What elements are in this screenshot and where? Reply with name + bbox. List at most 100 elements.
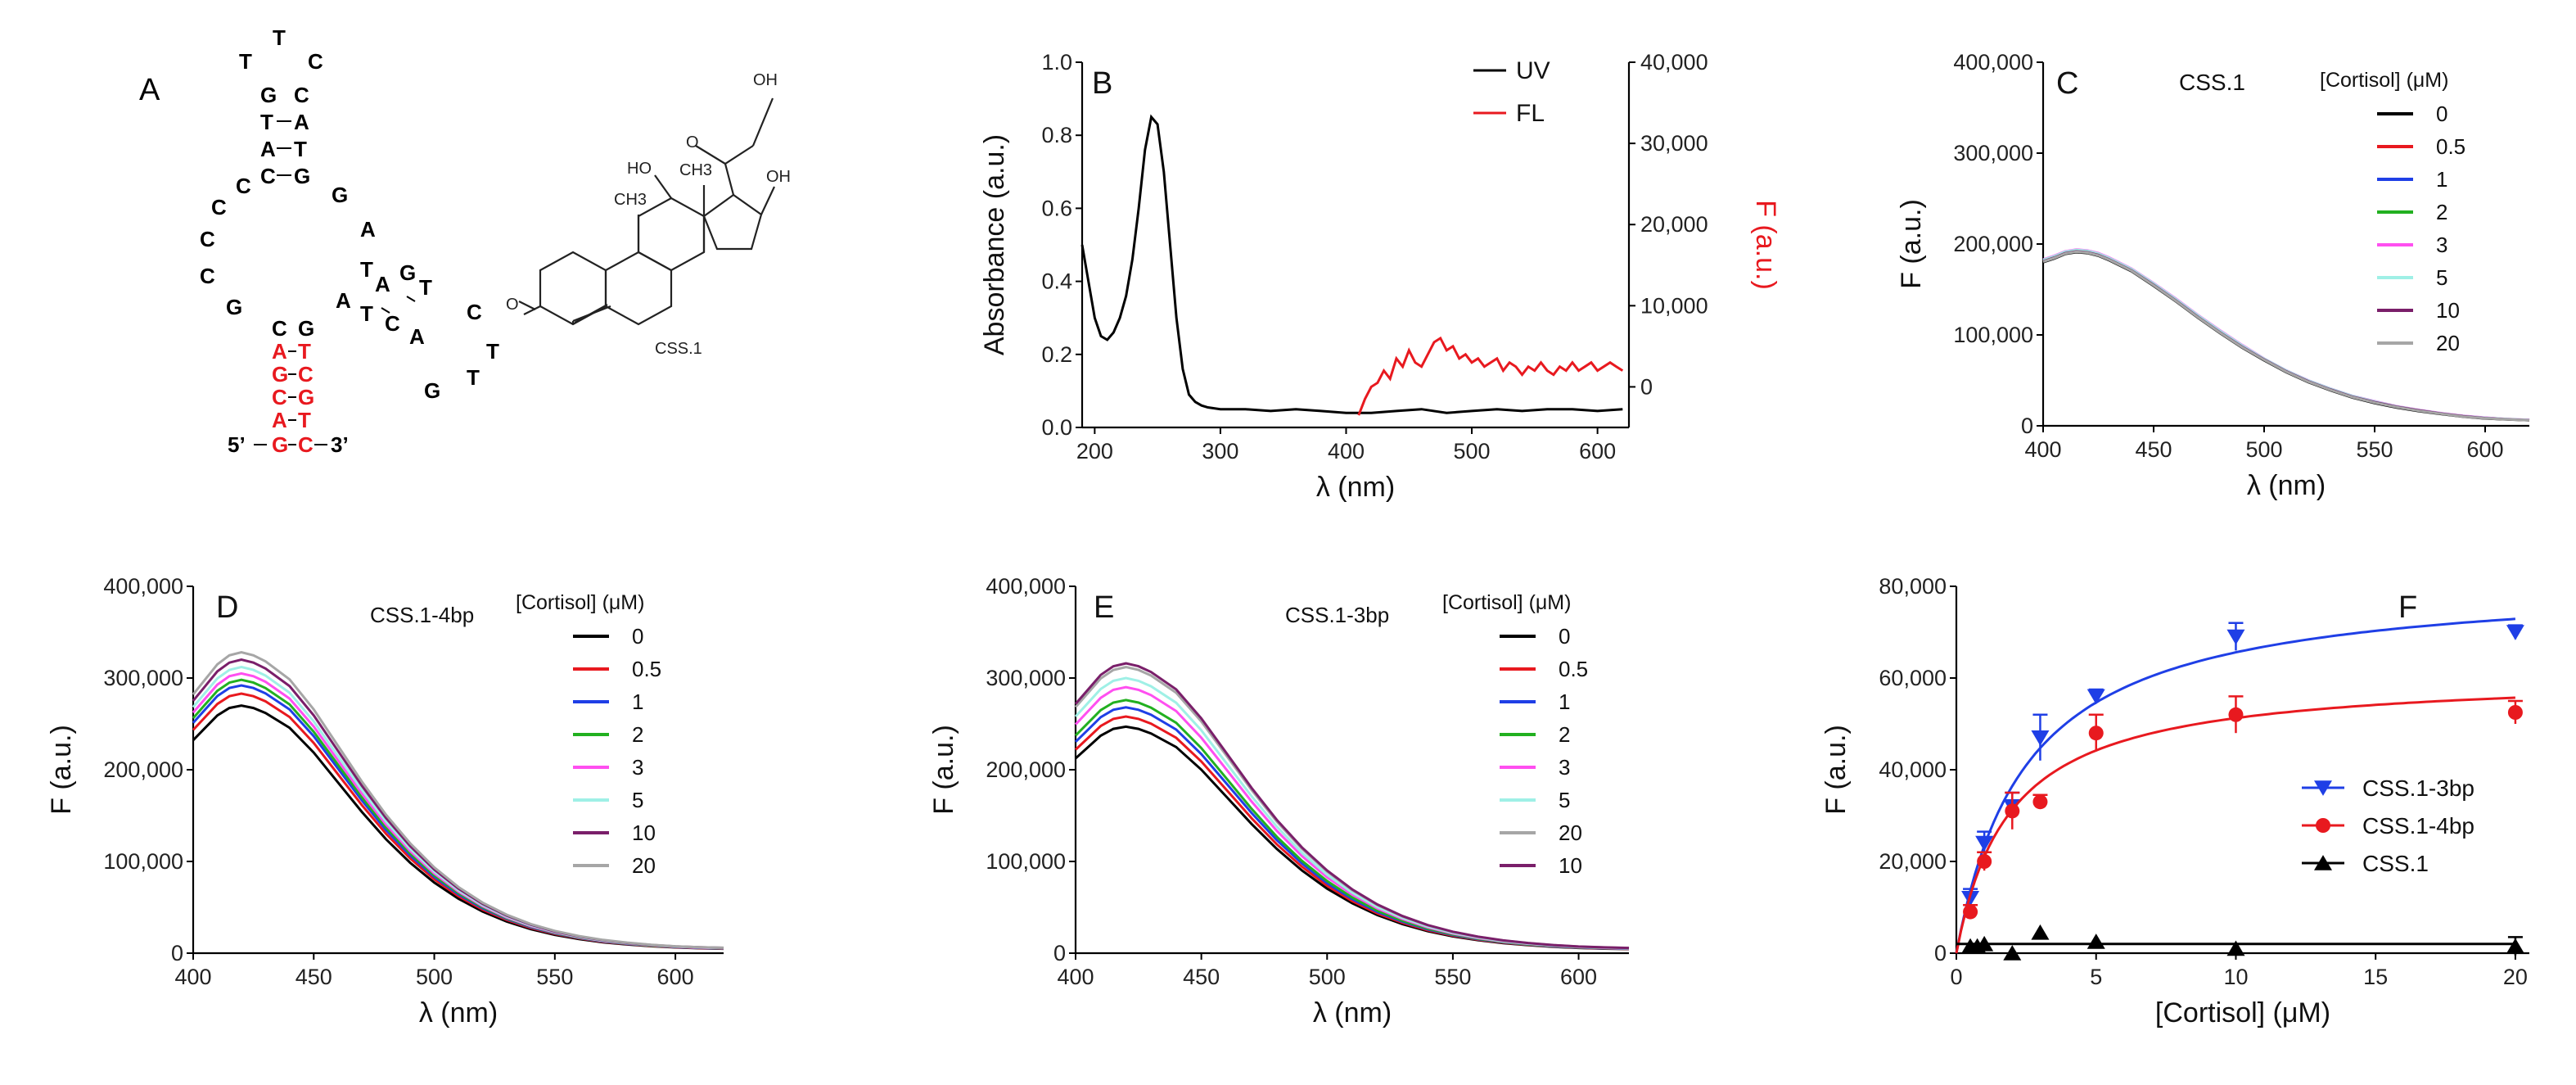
stem-base: C (272, 316, 287, 341)
y-axis-title: F (a.u.) (928, 725, 959, 815)
panel-c-chart: 400 450 500 550 600 0 100,000 200,000 300,000 400… (1896, 50, 2530, 501)
loop-base: C (308, 49, 323, 74)
legend-label: UV (1516, 57, 1550, 84)
y-tick-label: 300,000 (103, 666, 183, 690)
legend-label: 5 (632, 788, 643, 812)
y-tick-label: 0.0 (1041, 415, 1072, 440)
y-tick-label: 0.8 (1041, 123, 1072, 147)
data-point (2087, 934, 2105, 949)
stem-base-red: G (272, 432, 288, 457)
legend-label: 10 (2436, 298, 2460, 323)
legend-label: CSS.1 (2362, 851, 2429, 876)
x-tick-label: 550 (2356, 437, 2393, 462)
loop-base: A (360, 217, 376, 242)
legend-label: 20 (1559, 821, 1582, 845)
y-tick-label: 100,000 (103, 849, 183, 874)
fit-curve (1955, 617, 2516, 954)
legend-label: 0.5 (2436, 134, 2465, 159)
data-point (2003, 945, 2022, 961)
legend-label: CSS.1-3bp (2362, 775, 2474, 801)
data-point (2506, 938, 2524, 954)
legend-label: 3 (2436, 233, 2447, 257)
panel-letter: E (1094, 590, 1114, 625)
y-tick-label: 0 (1934, 941, 1947, 965)
panel-d-chart: 400 450 500 550 600 0 100,000 200,000 300,000 400… (46, 574, 724, 1028)
stem-base-red: C (298, 362, 314, 387)
y-tick-label: 400,000 (1953, 50, 2033, 75)
stem-base-red: A (272, 408, 287, 432)
x-tick-label: 450 (1183, 965, 1220, 989)
legend-label: 0 (2436, 102, 2447, 126)
y-axis-title: F (a.u.) (1820, 725, 1852, 815)
panel-a: A T T C G C T A A T C G C C C C G G A (139, 25, 791, 457)
stem-base-red: G (298, 385, 314, 409)
y-tick-label: 0.2 (1041, 342, 1072, 367)
series-line (192, 684, 724, 950)
y-tick-label: 0 (2021, 414, 2033, 438)
y-tick-label: 20,000 (1879, 849, 1947, 874)
legend-label: 20 (2436, 331, 2460, 355)
x-axis-title: [Cortisol] (μM) (2155, 997, 2330, 1028)
y2-tick-label: 10,000 (1640, 293, 1708, 318)
legend-label: 5 (2436, 265, 2447, 290)
ketone-label: O (506, 296, 519, 314)
methyl-label: CH3 (614, 191, 647, 209)
panel-letter: B (1092, 66, 1112, 101)
legend-label: 2 (1559, 722, 1570, 747)
x-tick-label: 600 (1560, 965, 1597, 989)
series-line (1074, 666, 1630, 950)
five-prime-end: 5’ (228, 432, 246, 457)
y2-tick-label: 40,000 (1640, 50, 1708, 75)
stem-base: A (260, 137, 276, 161)
stem-base: G (294, 164, 310, 188)
y2-tick-label: 20,000 (1640, 212, 1708, 237)
data-point (2031, 924, 2050, 940)
data-point (2031, 730, 2050, 746)
loop-base: T (239, 49, 252, 74)
series-line (192, 651, 724, 949)
x-tick-label: 0 (1950, 965, 1962, 989)
data-point (2228, 707, 2244, 722)
molecule-label: CSS.1 (655, 340, 702, 358)
chart-title: CSS.1-3bp (1285, 603, 1389, 627)
panel-e-chart: 400 450 500 550 600 0 100,000 200,000 300,000 400… (928, 574, 1630, 1028)
y-tick-label: 300,000 (1953, 141, 2033, 165)
x-tick-label: 600 (657, 965, 694, 989)
legend-label: 0.5 (632, 657, 661, 681)
x-tick-label: 10 (2223, 965, 2248, 989)
stem-base-red: T (298, 339, 311, 364)
x-tick-label: 400 (2024, 437, 2061, 462)
loop-base: G (399, 260, 416, 285)
data-point (2032, 794, 2048, 810)
legend-label: 2 (632, 722, 643, 747)
data-point (2087, 689, 2105, 705)
stem-base-red: C (298, 432, 314, 457)
x-tick-label: 400 (1328, 439, 1365, 463)
stem-base-red: A (272, 339, 287, 364)
legend-title: [Cortisol] (μM) (516, 591, 644, 614)
x-axis-title: λ (nm) (1313, 997, 1392, 1028)
x-tick-label: 300 (1202, 439, 1238, 463)
x-tick-label: 500 (1309, 965, 1346, 989)
y-tick-label: 200,000 (986, 757, 1066, 782)
loop-base: A (336, 288, 351, 313)
loop-base: C (467, 300, 482, 324)
legend-label: 3 (632, 755, 643, 780)
legend-label: 20 (632, 853, 656, 878)
series-line (192, 678, 724, 950)
data-point (2314, 780, 2332, 796)
panel-f-chart: 0 5 10 15 20 0 20,000 40,000 60,000 80,000 [Cortis… (1820, 574, 2529, 1028)
data-point (2088, 726, 2104, 741)
y-tick-label: 60,000 (1879, 666, 1947, 690)
y2-tick-label: 30,000 (1640, 131, 1708, 156)
x-tick-label: 500 (2245, 437, 2282, 462)
data-point (1977, 854, 1992, 869)
y-tick-label: 100,000 (986, 849, 1066, 874)
x-axis-title: λ (nm) (2247, 470, 2326, 501)
legend-label: 3 (1559, 755, 1570, 780)
series-line (1074, 725, 1630, 951)
data-point (2314, 855, 2332, 870)
x-tick-label: 500 (1454, 439, 1491, 463)
legend-label: 1 (1559, 689, 1570, 714)
y-tick-label: 1.0 (1041, 50, 1072, 75)
